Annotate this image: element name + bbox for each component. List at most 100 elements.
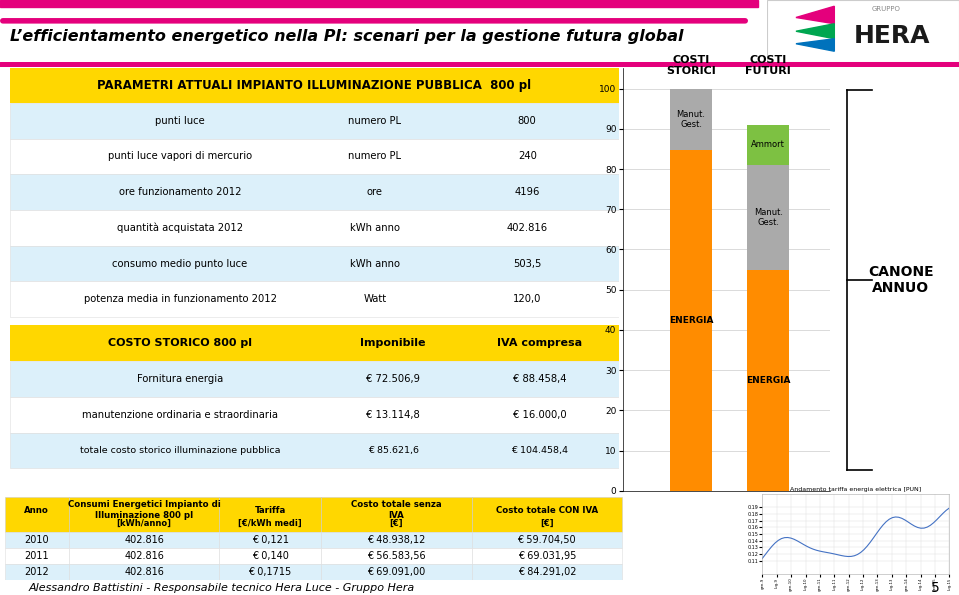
Bar [10,397,619,433]
Text: [€/kWh medi]: [€/kWh medi] [238,519,302,528]
Text: 402.816: 402.816 [506,223,548,233]
Text: consumo medio punto luce: consumo medio punto luce [112,259,247,268]
Text: € 0,140: € 0,140 [251,551,289,561]
Text: numero PL: numero PL [348,151,402,161]
Text: Imponibile: Imponibile [361,339,426,348]
Bar [670,89,712,150]
Bar [747,270,789,491]
Text: ore funzionamento 2012: ore funzionamento 2012 [119,187,242,197]
Text: manutenzione ordinaria e straordinaria: manutenzione ordinaria e straordinaria [82,410,278,420]
Text: 5: 5 [930,581,940,594]
Text: COSTI
STORICI: COSTI STORICI [667,55,715,76]
Bar [220,548,321,564]
Bar [69,532,220,548]
Text: COSTO STORICO 800 pl: COSTO STORICO 800 pl [108,339,252,348]
Text: Costo totale CON IVA: Costo totale CON IVA [496,506,597,515]
Bar [10,174,619,210]
Text: numero PL: numero PL [348,115,402,126]
Text: € 72.506,9: € 72.506,9 [366,374,420,384]
Text: € 59.704,50: € 59.704,50 [518,535,576,545]
Text: [€]: [€] [540,519,553,528]
Text: 402.816: 402.816 [124,535,164,545]
Text: totale costo storico illuminazione pubblica: totale costo storico illuminazione pubbl… [80,446,280,455]
Text: punti luce vapori di mercurio: punti luce vapori di mercurio [108,151,252,161]
Text: ENERGIA: ENERGIA [668,316,713,325]
Bar [69,497,220,532]
Text: ENERGIA: ENERGIA [746,375,790,385]
Bar [10,210,619,246]
Bar [747,125,789,165]
Bar [10,361,619,397]
Polygon shape [796,24,834,39]
Text: Manut.
Gest.: Manut. Gest. [754,208,783,227]
Bar [472,497,622,532]
Text: Anno: Anno [24,506,49,515]
Bar [0,0,758,8]
Bar [747,165,789,270]
Bar [10,281,619,317]
Bar [472,564,622,580]
Text: € 88.458,4: € 88.458,4 [513,374,566,384]
Text: HERA: HERA [854,24,930,48]
Text: quantità acquistata 2012: quantità acquistata 2012 [117,223,244,233]
Text: 240: 240 [518,151,537,161]
Text: Manut.
Gest.: Manut. Gest. [676,109,706,129]
Text: 2012: 2012 [24,567,49,577]
Bar [5,548,69,564]
Bar [69,548,220,564]
Text: punti luce: punti luce [155,115,205,126]
Text: 503,5: 503,5 [513,259,542,268]
Bar [472,532,622,548]
Text: Tariffa: Tariffa [254,506,286,515]
Text: COSTI
FUTURI: COSTI FUTURI [745,55,791,76]
Bar [472,548,622,564]
Text: € 104.458,4: € 104.458,4 [511,446,568,455]
Text: € 16.000,0: € 16.000,0 [512,410,566,420]
Text: kWh anno: kWh anno [350,259,400,268]
Text: 402.816: 402.816 [124,567,164,577]
Bar [10,139,619,174]
Text: Fornitura energia: Fornitura energia [137,374,223,384]
Text: L’efficientamento energetico nella PI: scenari per la gestione futura global: L’efficientamento energetico nella PI: s… [10,29,683,44]
Text: € 69.031,95: € 69.031,95 [518,551,576,561]
Text: PARAMETRI ATTUALI IMPIANTO ILLUMINAZIONE PUBBLICA  800 pl: PARAMETRI ATTUALI IMPIANTO ILLUMINAZIONE… [97,79,531,92]
Bar [321,548,472,564]
Text: € 13.114,8: € 13.114,8 [366,410,420,420]
Bar [670,150,712,491]
Text: € 85.621,6: € 85.621,6 [367,446,419,455]
Text: [€]: [€] [389,519,403,528]
Text: 120,0: 120,0 [513,295,542,304]
Polygon shape [796,39,834,51]
Bar [5,564,69,580]
Text: kWh anno: kWh anno [350,223,400,233]
Text: € 69.091,00: € 69.091,00 [367,567,426,577]
Text: 2011: 2011 [25,551,49,561]
Text: Consumi Energetici Impianto di
Illuminazione 800 pl: Consumi Energetici Impianto di Illuminaz… [68,500,221,520]
Text: 800: 800 [518,115,537,126]
Bar [220,564,321,580]
Bar [321,532,472,548]
Bar [5,497,69,532]
Text: 4196: 4196 [515,187,540,197]
Text: 402.816: 402.816 [124,551,164,561]
Text: Alessandro Battistini - Responsabile tecnico Hera Luce - Gruppo Hera: Alessandro Battistini - Responsabile tec… [29,583,415,593]
Text: 2010: 2010 [25,535,49,545]
Text: Costo totale senza
IVA: Costo totale senza IVA [351,500,441,520]
Bar [5,532,69,548]
Text: € 56.583,56: € 56.583,56 [367,551,426,561]
Bar [10,68,619,103]
Text: [kWh/anno]: [kWh/anno] [117,519,172,528]
Text: CANONE
ANNUO: CANONE ANNUO [868,265,934,295]
Bar [321,497,472,532]
Text: € 48.938,12: € 48.938,12 [367,535,426,545]
Text: Watt: Watt [363,295,386,304]
Bar [10,246,619,281]
Text: potenza media in funzionamento 2012: potenza media in funzionamento 2012 [83,295,276,304]
Text: GRUPPO: GRUPPO [872,7,901,12]
Bar [220,532,321,548]
Title: Andamento tariffa energia elettrica [PUN]: Andamento tariffa energia elettrica [PUN… [790,487,922,492]
Text: ore: ore [367,187,383,197]
Bar [10,325,619,361]
Text: € 0,1715: € 0,1715 [248,567,292,577]
Bar [69,564,220,580]
